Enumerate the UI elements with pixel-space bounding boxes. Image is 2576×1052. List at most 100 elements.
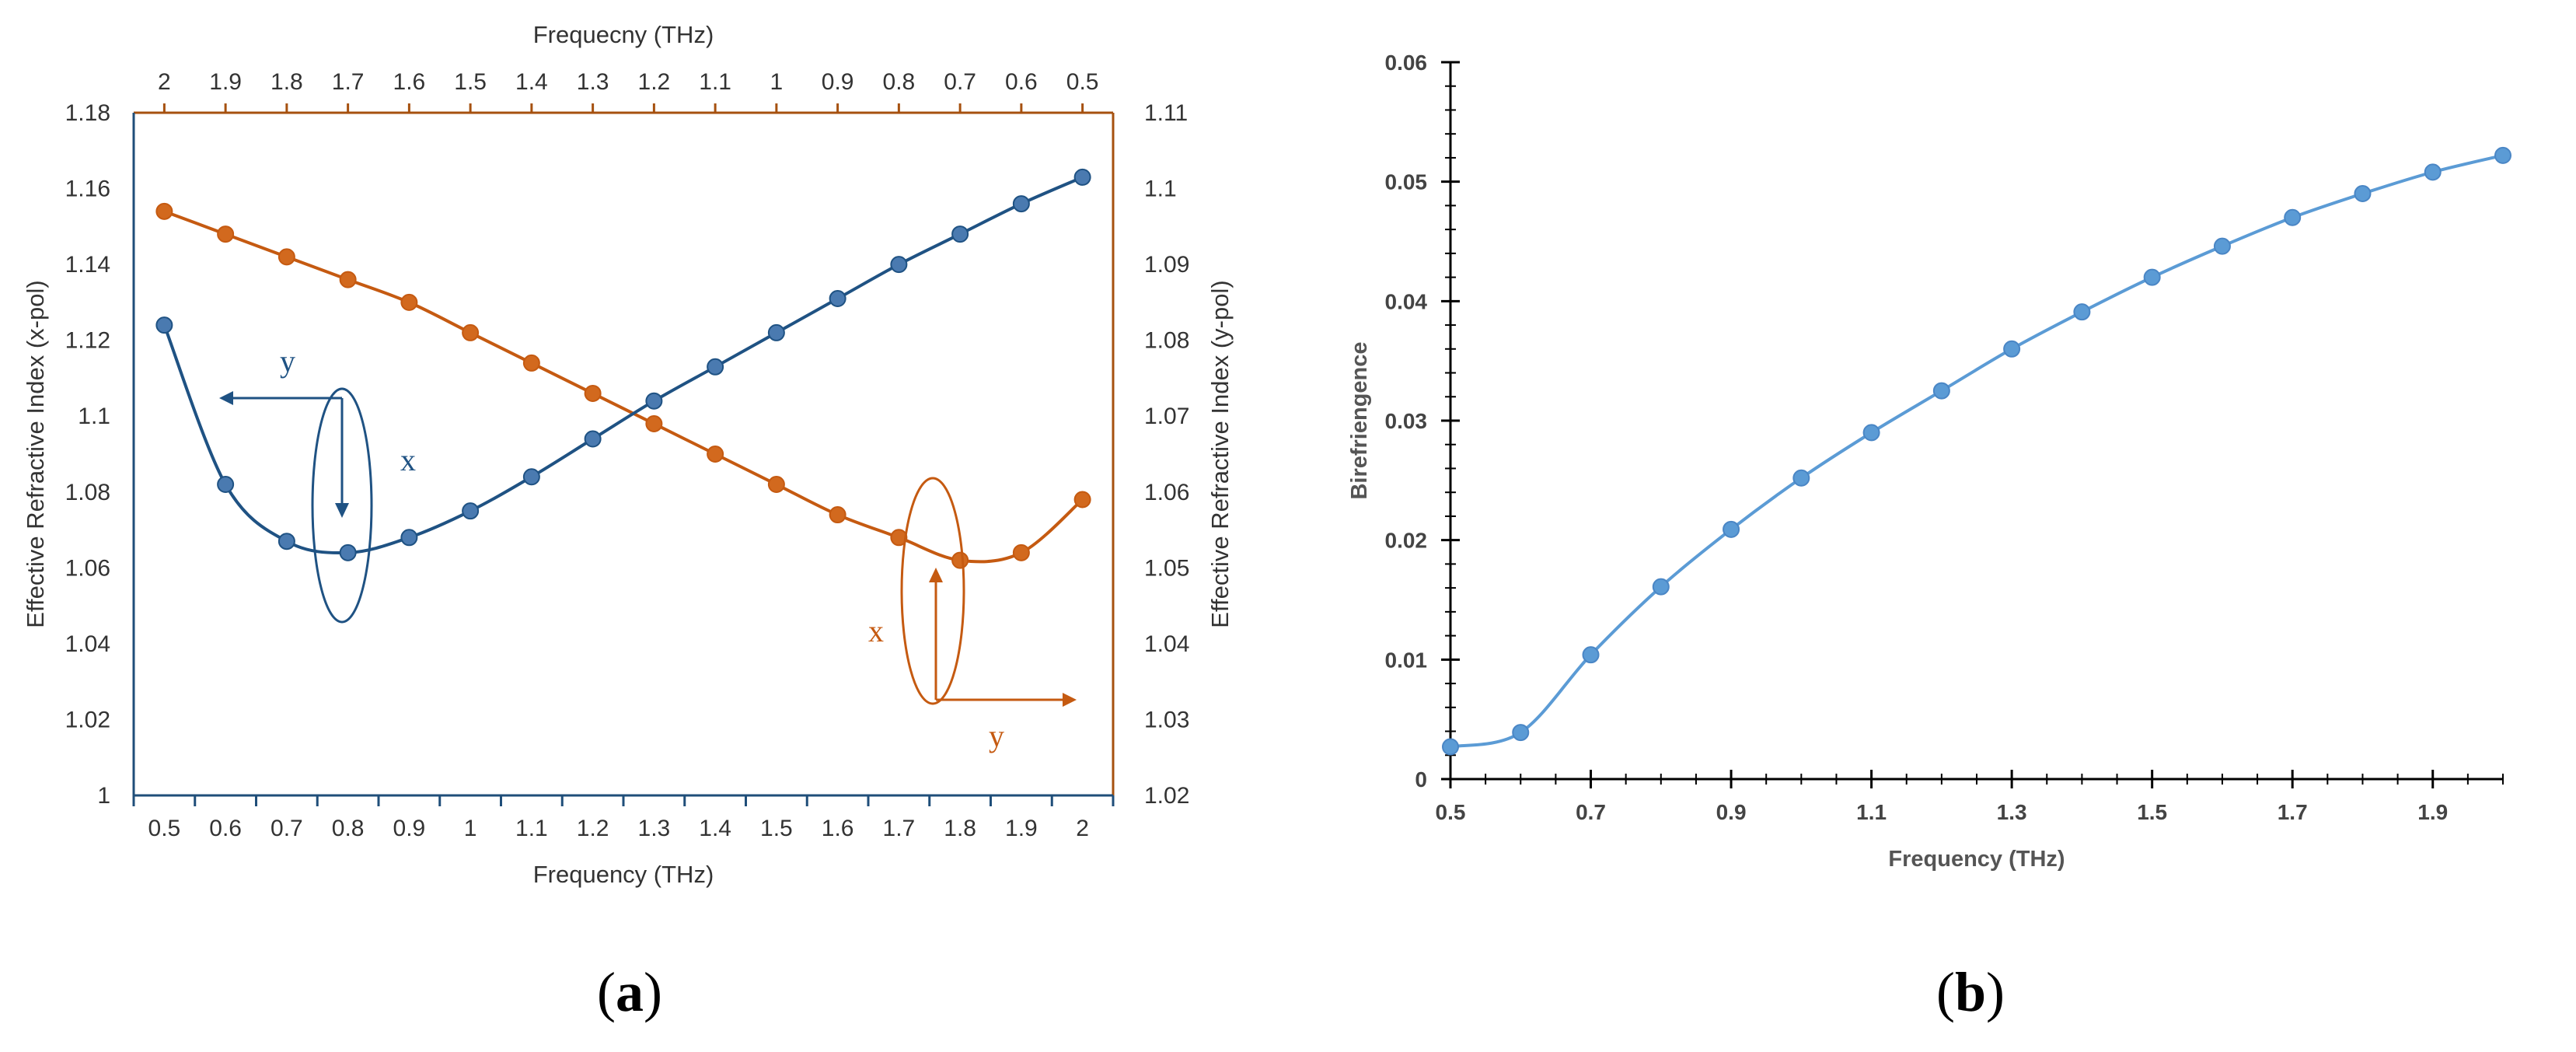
point-birefringence xyxy=(1442,738,1459,756)
x-tick-label: 1.8 xyxy=(944,816,976,841)
panel-b-label: (b) xyxy=(1936,961,2005,1023)
y-tick-label: 1.12 xyxy=(65,328,110,354)
x2-tick-label: 0.5 xyxy=(1066,69,1099,95)
y2-tick-label: 1.03 xyxy=(1144,707,1189,732)
x-pol-ellipse xyxy=(311,387,373,624)
series-x-pol-line xyxy=(162,176,1084,555)
x-axis-title: Frequency (THz) xyxy=(1888,847,2065,872)
x-tick-label: 0.8 xyxy=(332,816,365,841)
point-x-pol xyxy=(1073,168,1091,186)
x-tick-label: 1.5 xyxy=(2137,800,2167,824)
arrow-right-head xyxy=(1063,693,1077,707)
point-birefringence xyxy=(1723,520,1740,538)
point-birefringence xyxy=(2284,208,2302,226)
point-y-pol xyxy=(400,293,418,311)
point-y-pol xyxy=(707,446,724,463)
point-x-pol xyxy=(217,476,235,494)
point-y-pol xyxy=(462,323,480,341)
y-tick-label: 1.16 xyxy=(65,176,110,202)
x-axis-title: Frequency (THz) xyxy=(533,861,714,888)
y-tick-label: 1 xyxy=(97,783,110,809)
point-y-pol xyxy=(767,476,785,494)
x2-tick-label: 1.3 xyxy=(577,69,609,95)
y2-tick-label: 1.08 xyxy=(1144,328,1189,354)
x2-tick-label: 1.8 xyxy=(271,69,303,95)
x-tick-label: 0.5 xyxy=(1436,800,1466,824)
x-tick-label: 2 xyxy=(1076,816,1089,841)
x2-tick-label: 1.4 xyxy=(515,69,548,95)
x2-tick-label: 0.7 xyxy=(944,69,976,95)
point-y-pol xyxy=(277,248,295,266)
point-birefringence xyxy=(2213,237,2231,255)
arrow-left-head xyxy=(219,391,233,405)
point-x-pol xyxy=(707,358,724,376)
x2-tick-label: 0.9 xyxy=(822,69,854,95)
x2-tick-label: 1.7 xyxy=(332,69,365,95)
point-birefringence xyxy=(2143,268,2161,286)
point-birefringence xyxy=(2354,185,2372,203)
point-birefringence xyxy=(2494,146,2511,164)
x2-tick-label: 1.5 xyxy=(454,69,487,95)
point-x-pol xyxy=(767,323,785,341)
x-tick-label: 1.7 xyxy=(883,816,916,841)
x2-axis-title: Frequecny (THz) xyxy=(533,21,714,48)
y-axis-title: Birefriengence xyxy=(1347,341,1372,499)
x2-tick-label: 1 xyxy=(770,69,784,95)
point-birefringence xyxy=(2073,303,2091,321)
annotation-label: y xyxy=(989,718,1004,753)
y-axis-title: Effective Refractive Index (x-pol) xyxy=(22,280,49,627)
point-birefringence xyxy=(1582,646,1600,664)
point-birefringence xyxy=(1792,469,1810,487)
y2-tick-label: 1.07 xyxy=(1144,404,1189,429)
x-tick-label: 0.7 xyxy=(1576,800,1606,824)
x-tick-label: 1.1 xyxy=(515,816,548,841)
arrow-up-head xyxy=(929,568,943,582)
point-y-pol xyxy=(645,414,663,432)
series-y-pol-line xyxy=(163,209,1084,564)
point-y-pol xyxy=(1073,491,1091,509)
series-birefringence-line xyxy=(1450,153,2504,749)
chart-b: 0 0.01 0.02 0.03 0.04 0.05 0.06 0.5 0.7 0.9 1.1 1.3… xyxy=(1347,51,2511,872)
y2-tick-label: 1.09 xyxy=(1144,252,1189,278)
x2-tick-label: 1.1 xyxy=(699,69,731,95)
x2-tick-label: 2 xyxy=(158,69,171,95)
x2-tick-label: 1.2 xyxy=(638,69,671,95)
annotation-label: y xyxy=(280,344,295,379)
x-tick-label: 1.6 xyxy=(822,816,854,841)
x-tick-label: 1.3 xyxy=(638,816,671,841)
x2-tick-label: 0.8 xyxy=(883,69,916,95)
y-tick-label: 0.01 xyxy=(1385,648,1428,672)
annotation-label: x xyxy=(868,613,884,648)
arrow-down-head xyxy=(335,503,349,518)
x-tick-label: 0.6 xyxy=(209,816,242,841)
y-pol-ellipse xyxy=(900,477,965,705)
point-x-pol xyxy=(522,468,540,486)
point-x-pol xyxy=(584,430,602,448)
x2-tick-label: 0.6 xyxy=(1005,69,1038,95)
point-birefringence xyxy=(1652,578,1670,596)
point-x-pol xyxy=(645,392,663,410)
point-x-pol xyxy=(277,533,295,550)
x-tick-label: 1.2 xyxy=(577,816,609,841)
point-x-pol xyxy=(462,502,480,520)
point-y-pol xyxy=(829,506,846,524)
point-birefringence xyxy=(1512,724,1530,742)
point-y-pol xyxy=(951,551,969,569)
y-tick-label: 0.06 xyxy=(1385,51,1428,75)
y-tick-label: 1.02 xyxy=(65,707,110,732)
point-y-pol xyxy=(584,384,602,402)
x-tick-label: 1.9 xyxy=(2417,800,2448,824)
point-y-pol xyxy=(890,529,908,547)
y2-tick-label: 1.02 xyxy=(1144,783,1189,809)
y2-tick-label: 1.05 xyxy=(1144,555,1189,581)
point-birefringence xyxy=(1932,382,1950,400)
y2-tick-label: 1.1 xyxy=(1144,176,1177,202)
y2-tick-label: 1.04 xyxy=(1144,631,1189,657)
x-tick-label: 1.7 xyxy=(2278,800,2308,824)
point-x-pol xyxy=(1012,195,1030,213)
y-tick-label: 1.14 xyxy=(65,252,110,278)
x-tick-label: 1.5 xyxy=(760,816,793,841)
annotation-label: x xyxy=(400,442,416,477)
point-y-pol xyxy=(217,225,235,243)
